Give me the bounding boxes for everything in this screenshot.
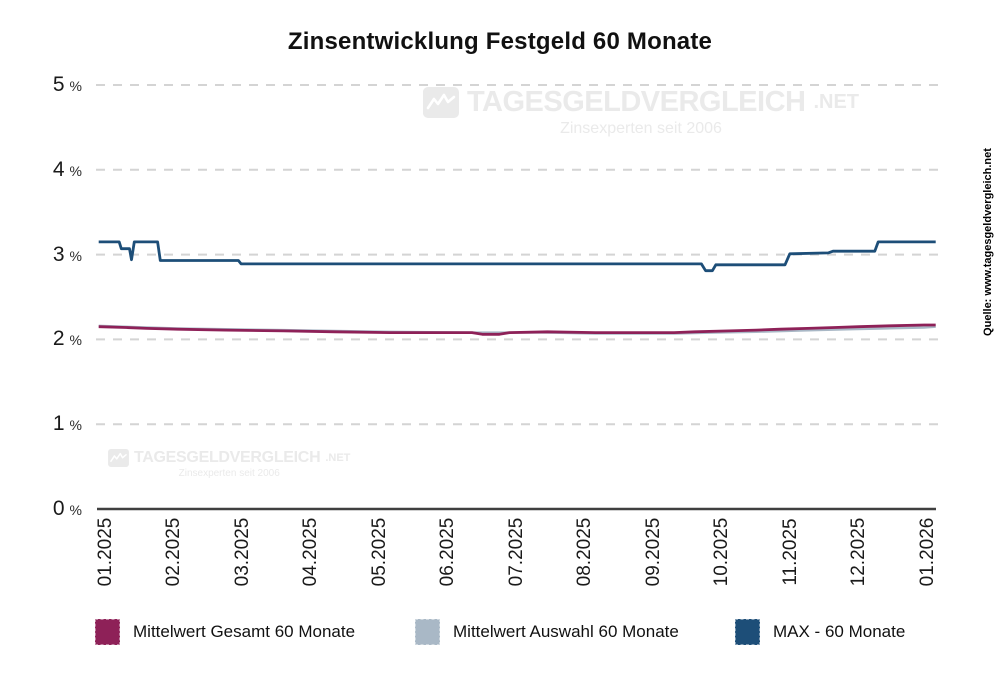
x-axis-label-10.2025: 10.2025 [711, 517, 732, 587]
y-axis-label-4pct: 4% [18, 156, 82, 184]
watermark-bottom: TAGESGELDVERGLEICH .NET Zinsexperten sei… [108, 449, 350, 479]
x-axis-label-12.2025: 12.2025 [848, 517, 869, 587]
watermark-brand: TAGESGELDVERGLEICH [466, 86, 806, 118]
y-axis-label-3pct: 3% [18, 241, 82, 269]
y-tick-value: 1 [52, 412, 65, 436]
legend-swatch [735, 619, 760, 645]
x-axis-label-02.2025: 02.2025 [163, 517, 184, 587]
watermark-tld: .NET [325, 452, 351, 464]
x-axis-label-07.2025: 07.2025 [505, 517, 527, 587]
source-note: Quelle: www.tagesgeldvergleich.net [982, 148, 994, 336]
brand-chart-icon [422, 87, 459, 118]
watermark-tld: .NET [813, 91, 860, 113]
legend-label: Mittelwert Auswahl 60 Monate [453, 622, 679, 641]
watermark-row: TAGESGELDVERGLEICH .NET [108, 449, 350, 467]
y-tick-unit: % [69, 162, 82, 179]
legend-item-mittelwert-auswahl-60-monate: Mittelwert Auswahl 60 Monate [415, 619, 679, 645]
y-axis-label-2pct: 2% [18, 325, 82, 353]
legend-swatch [415, 619, 440, 645]
x-axis-label-11.2025: 11.2025 [779, 518, 801, 586]
watermark-top: TAGESGELDVERGLEICH .NET Zinsexperten sei… [422, 86, 860, 138]
y-tick-value: 4 [52, 157, 65, 181]
x-axis-label-06.2025: 06.2025 [437, 517, 458, 587]
watermark-tagline: Zinsexperten seit 2006 [178, 468, 280, 479]
y-axis-label-0pct: 0% [18, 495, 82, 523]
y-tick-value: 3 [52, 242, 65, 266]
x-axis-label-03.2025: 03.2025 [231, 517, 253, 587]
y-tick-value: 0 [52, 497, 65, 520]
y-tick-unit: % [69, 332, 82, 349]
y-tick-value: 2 [52, 327, 65, 351]
legend-swatch [95, 619, 120, 645]
legend-item-max-60-monate: MAX - 60 Monate [735, 619, 905, 645]
y-tick-value: 5 [52, 73, 65, 96]
brand-chart-icon [108, 449, 129, 467]
series-line-mittelwert-gesamt-60-monate [98, 323, 936, 336]
y-axis-label-5pct: 5% [18, 71, 82, 99]
watermark-brand: TAGESGELDVERGLEICH [134, 449, 321, 466]
legend-item-mittelwert-gesamt-60-monate: Mittelwert Gesamt 60 Monate [95, 619, 355, 645]
series-line-max-60-monate [98, 240, 936, 273]
x-axis-label-04.2025: 04.2025 [300, 517, 321, 587]
x-axis-label-09.2025: 09.2025 [642, 517, 664, 587]
legend-label: Mittelwert Gesamt 60 Monate [133, 622, 356, 641]
y-tick-unit: % [69, 417, 82, 434]
x-axis-label-01.2026: 01.2026 [916, 517, 938, 587]
y-tick-unit: % [69, 247, 82, 264]
y-tick-unit: % [69, 78, 82, 94]
x-axis-label-08.2025: 08.2025 [574, 517, 595, 587]
watermark-tagline: Zinsexperten seit 2006 [560, 120, 722, 137]
chart-title: Zinsentwicklung Festgeld 60 Monate [287, 28, 713, 55]
y-axis-label-1pct: 1% [18, 410, 82, 438]
legend-label: MAX - 60 Monate [773, 622, 906, 641]
y-tick-unit: % [69, 502, 82, 518]
watermark-row: TAGESGELDVERGLEICH .NET [422, 86, 860, 119]
x-axis-label-01.2025: 01.2025 [94, 517, 116, 587]
x-axis-label-05.2025: 05.2025 [368, 517, 390, 587]
